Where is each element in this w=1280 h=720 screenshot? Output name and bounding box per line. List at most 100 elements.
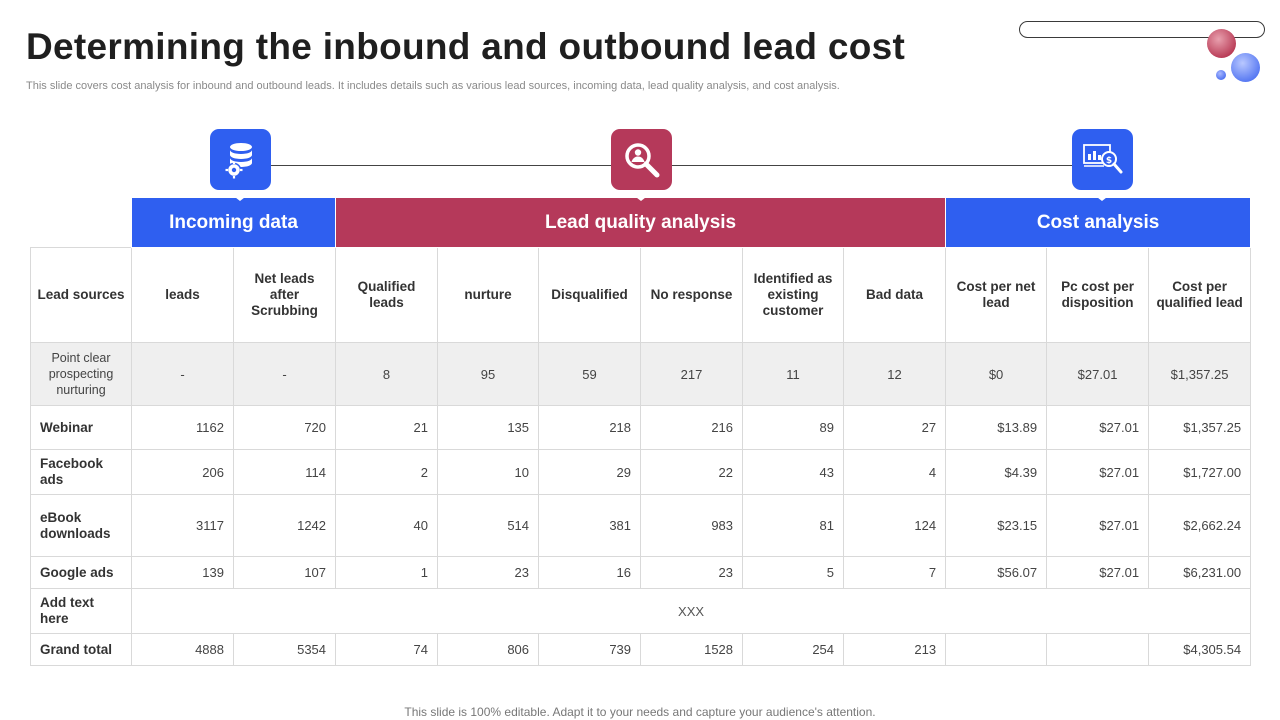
- header-cost-per-qualified: Cost per qualified lead: [1148, 247, 1252, 343]
- header-net-leads: Net leads after Scrubbing: [232, 247, 337, 343]
- header-disqualified: Disqualified: [538, 247, 642, 343]
- header-lead-sources: Lead sources: [30, 247, 132, 343]
- row-source: Grand total: [30, 633, 132, 666]
- table-cell: 213: [843, 633, 947, 666]
- table-cell: 107: [232, 556, 337, 589]
- table-cell: 8: [335, 342, 439, 406]
- table-cell: 1162: [131, 405, 234, 450]
- table-cell: 4888: [131, 633, 234, 666]
- table-cell: 23: [437, 556, 540, 589]
- group-lead-quality: Lead quality analysis: [335, 197, 947, 248]
- table-cell: $27.01: [1046, 449, 1150, 495]
- footer-note: This slide is 100% editable. Adapt it to…: [404, 705, 876, 719]
- database-gear-icon: [210, 129, 271, 190]
- table-cell: 806: [437, 633, 540, 666]
- table-cell: 81: [742, 494, 845, 557]
- decorative-bar: [1019, 21, 1265, 38]
- table-cell: 216: [640, 405, 744, 450]
- table-cell: 218: [538, 405, 642, 450]
- table-row: Point clear prospecting nurturing - - 8 …: [30, 342, 1252, 406]
- table-cell: 16: [538, 556, 642, 589]
- table-cell: $56.07: [945, 556, 1048, 589]
- lead-cost-table: Incoming data Lead quality analysis Cost…: [30, 197, 1252, 666]
- quality-notch: [632, 194, 650, 201]
- table-cell: 1: [335, 556, 439, 589]
- decorative-circle-small: [1216, 70, 1226, 80]
- table-cell: $23.15: [945, 494, 1048, 557]
- header-bad-data: Bad data: [843, 247, 947, 343]
- table-cell: $27.01: [1046, 494, 1150, 557]
- table-row: Webinar 1162 720 21 135 218 216 89 27 $1…: [30, 405, 1252, 450]
- table-cell: 514: [437, 494, 540, 557]
- table-cell: 22: [640, 449, 744, 495]
- header-leads: leads: [131, 247, 234, 343]
- table-cell: $1,357.25: [1148, 342, 1252, 406]
- header-nurture: nurture: [437, 247, 540, 343]
- table-cell: 217: [640, 342, 744, 406]
- table-cell: 739: [538, 633, 642, 666]
- row-source: Add text here: [30, 588, 132, 634]
- table-cell: $0: [945, 342, 1048, 406]
- table-cell: 2: [335, 449, 439, 495]
- table-cell: 89: [742, 405, 845, 450]
- table-cell: 124: [843, 494, 947, 557]
- table-cell: [945, 633, 1048, 666]
- table-cell: $2,662.24: [1148, 494, 1252, 557]
- table-cell: $27.01: [1046, 342, 1150, 406]
- table-cell: -: [131, 342, 234, 406]
- table-cell: -: [232, 342, 337, 406]
- table-cell: 3117: [131, 494, 234, 557]
- table-cell: $27.01: [1046, 405, 1150, 450]
- total-row: Grand total 4888 5354 74 806 739 1528 25…: [30, 633, 1252, 666]
- page-subtitle: This slide covers cost analysis for inbo…: [26, 80, 840, 92]
- table-cell: 5: [742, 556, 845, 589]
- table-cell: 4: [843, 449, 947, 495]
- table-cell: 7: [843, 556, 947, 589]
- svg-text:$: $: [1105, 156, 1111, 166]
- blank-corner: [30, 197, 132, 248]
- header-existing-customer: Identified as existing customer: [742, 247, 845, 343]
- table-cell: 381: [538, 494, 642, 557]
- row-source: Google ads: [30, 556, 132, 589]
- header-cost-per-net-lead: Cost per net lead: [945, 247, 1048, 343]
- table-cell: 114: [232, 449, 337, 495]
- row-source: Webinar: [30, 405, 132, 450]
- table-cell: 135: [437, 405, 540, 450]
- table-cell: $4,305.54: [1148, 633, 1252, 666]
- table-cell: 23: [640, 556, 744, 589]
- table-cell: $13.89: [945, 405, 1048, 450]
- table-cell: 27: [843, 405, 947, 450]
- row-source: Point clear prospecting nurturing: [30, 342, 132, 406]
- group-incoming-data: Incoming data: [130, 197, 337, 248]
- table-cell: $1,357.25: [1148, 405, 1252, 450]
- row-source: Facebook ads: [30, 449, 132, 495]
- cost-notch: [1093, 194, 1111, 201]
- incoming-notch: [231, 194, 249, 201]
- table-cell: [1046, 633, 1150, 666]
- table-row: Google ads 139 107 1 23 16 23 5 7 $56.07…: [30, 556, 1252, 589]
- table-cell: 95: [437, 342, 540, 406]
- table-row: eBook downloads 3117 1242 40 514 381 983…: [30, 494, 1252, 557]
- table-cell: 1242: [232, 494, 337, 557]
- table-cell: $6,231.00: [1148, 556, 1252, 589]
- table-cell: $4.39: [945, 449, 1048, 495]
- header-pc-cost: Pc cost per disposition: [1046, 247, 1150, 343]
- header-qualified-leads: Qualified leads: [335, 247, 439, 343]
- table-cell: $27.01: [1046, 556, 1150, 589]
- table-cell: 74: [335, 633, 439, 666]
- table-cell: 12: [843, 342, 947, 406]
- magnifier-user-icon: [611, 129, 672, 190]
- table-cell: 59: [538, 342, 642, 406]
- table-cell: 10: [437, 449, 540, 495]
- table-cell: 29: [538, 449, 642, 495]
- table-cell: 206: [131, 449, 234, 495]
- chart-search-money-icon: $: [1072, 129, 1133, 190]
- group-cost-analysis: Cost analysis: [945, 197, 1252, 248]
- row-source: eBook downloads: [30, 494, 132, 557]
- page-title: Determining the inbound and outbound lea…: [26, 26, 906, 67]
- table-cell: 40: [335, 494, 439, 557]
- table-cell: 43: [742, 449, 845, 495]
- table-cell: 720: [232, 405, 337, 450]
- header-no-response: No response: [640, 247, 744, 343]
- table-cell: 139: [131, 556, 234, 589]
